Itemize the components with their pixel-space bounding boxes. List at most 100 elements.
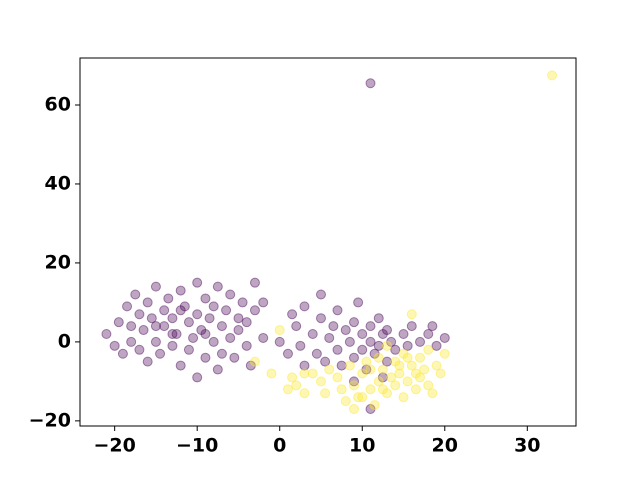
point [188,332,199,343]
point [382,388,393,399]
point [134,309,145,320]
point [299,360,310,371]
point [109,340,120,351]
point [427,388,438,399]
point [357,344,368,355]
point [324,332,335,343]
point [373,376,384,387]
point [348,317,359,328]
point [282,384,293,395]
point [208,301,219,312]
point [365,364,376,375]
point [287,309,298,320]
point [113,317,124,328]
y-tick-label: 0 [58,330,71,352]
point [291,321,302,332]
point [398,348,409,359]
point [423,380,434,391]
point [249,277,260,288]
point [315,313,326,324]
point [390,356,401,367]
point [390,380,401,391]
point [410,384,421,395]
point [439,332,450,343]
y-tick-label: 60 [45,93,71,115]
point [377,372,388,383]
point [315,289,326,300]
point [266,368,277,379]
point [377,329,388,339]
point [167,329,178,339]
point [287,372,298,383]
point [274,336,285,347]
point [212,281,223,292]
point [175,305,186,316]
point [361,364,372,375]
point [216,348,227,359]
point [155,348,166,359]
point [365,336,376,347]
point [171,329,182,339]
point [233,325,244,336]
point [415,336,426,347]
point [365,321,376,332]
point [365,384,376,395]
point [150,281,161,292]
point [332,372,343,383]
x-tick-label: 10 [349,435,375,457]
point [427,321,438,332]
point [307,329,318,339]
point [377,384,388,395]
point [117,348,128,359]
y-tick-label: −20 [29,409,71,431]
x-tick-label: −10 [176,435,218,457]
point [431,340,442,351]
point [423,344,434,355]
point [394,368,405,379]
point [291,380,302,391]
point [402,376,413,387]
point [410,368,421,379]
point [431,360,442,371]
point [192,372,203,383]
point [344,360,355,371]
point [295,340,306,351]
point [394,360,405,371]
point [225,332,236,343]
point [126,336,137,347]
point [386,336,397,347]
point [398,329,409,339]
point [183,317,194,328]
point [245,360,256,371]
point [402,352,413,363]
point [258,297,269,308]
point [386,372,397,383]
point [315,376,326,387]
point [353,392,364,403]
point [365,404,376,415]
point [406,309,417,320]
point [348,376,359,387]
point [134,344,145,355]
point [406,321,417,332]
point [163,293,174,304]
point [167,340,178,351]
point [439,348,450,359]
point [299,388,310,399]
point [229,352,240,363]
point [344,336,355,347]
point [208,336,219,347]
point [382,325,393,336]
point [369,400,380,411]
point [101,329,112,339]
point [340,396,351,407]
point [299,301,310,312]
point [382,340,393,351]
point [282,348,293,359]
point [369,348,380,359]
point [138,325,149,336]
point [212,364,223,375]
plot-frame [79,57,577,427]
point [324,364,335,375]
point [146,313,157,324]
